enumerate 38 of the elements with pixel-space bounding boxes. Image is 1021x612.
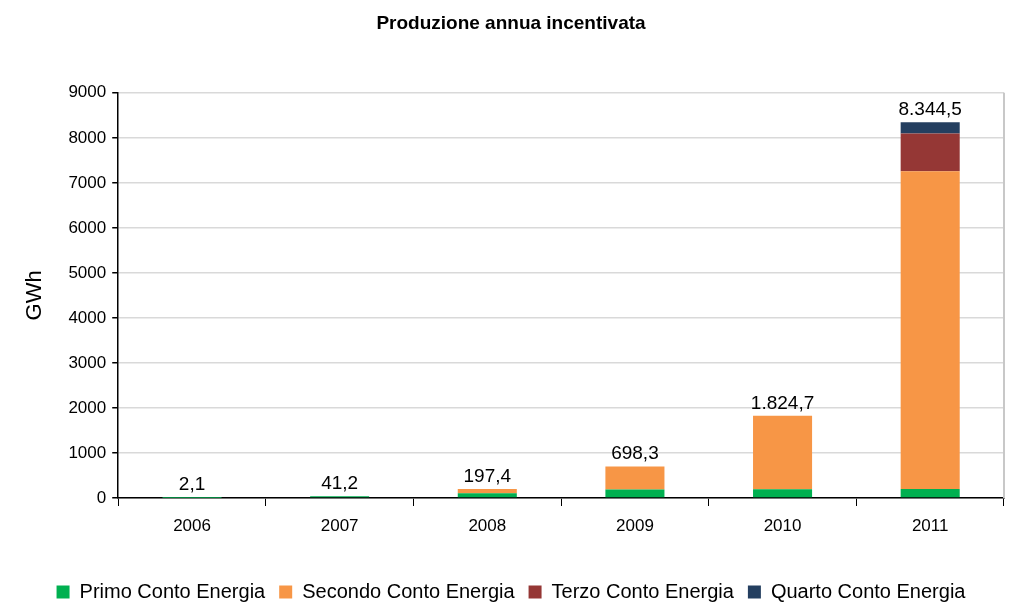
x-tick-label: 2007 [320,515,359,535]
legend-label: Terzo Conto Energia [551,579,735,602]
bar [753,415,813,490]
chart-title: Produzione annua incentivata [376,11,647,33]
y-tick-label: 9000 [68,82,107,102]
bar [605,489,665,498]
x-tick-label: 2010 [763,515,802,535]
y-tick-label: 7000 [68,172,107,192]
total-label: 2,1 [178,472,206,494]
bar [900,489,960,498]
bar [457,493,517,498]
y-tick-label: 6000 [68,217,107,237]
total-label: 41,2 [321,471,359,493]
y-tick-label: 5000 [68,262,107,282]
x-tick-label: 2006 [173,515,211,535]
bar [457,489,517,494]
total-label: 1.824,7 [750,391,815,413]
y-tick-label: 3000 [68,352,107,372]
total-label: 197,4 [463,464,512,486]
bar [900,122,960,134]
bar [753,489,813,498]
legend-label: Secondo Conto Energia [302,579,516,602]
total-label: 8.344,5 [898,98,962,120]
y-axis-title: GWh [21,270,47,321]
bar [900,171,960,489]
y-tick-label: 1000 [68,442,107,462]
y-tick-label: 8000 [68,127,107,147]
x-tick-label: 2009 [616,515,654,535]
y-tick-label: 4000 [68,307,107,327]
legend-label: Primo Conto Energia [79,579,267,602]
legend-label: Quarto Conto Energia [770,579,967,602]
x-tick-label: 2011 [911,515,949,535]
bar [605,466,665,490]
bar [900,133,960,172]
total-label: 698,3 [611,442,659,464]
y-tick-label: 2000 [68,397,107,417]
x-tick-label: 2008 [468,515,507,535]
y-tick-label: 0 [96,487,107,507]
